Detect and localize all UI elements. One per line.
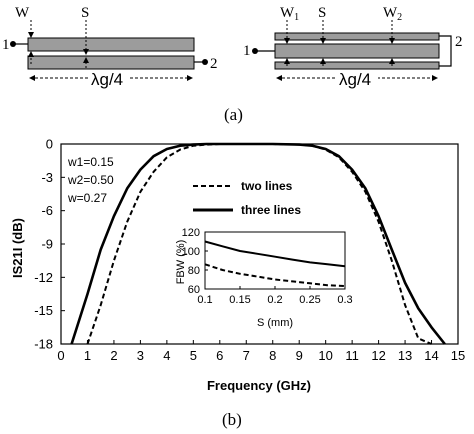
y-tick-label: -12	[34, 270, 53, 285]
x-tick-label: 4	[163, 348, 170, 363]
x-tick-label: 0.25	[299, 294, 320, 306]
main-chart: 0 1 2 3 4 5 6 7 8 9 10 11 12 13 14 150-3-6-9-12-15-18 I…	[10, 137, 465, 393]
diagram-two-lines: 1 2 W S λg/4	[2, 5, 218, 89]
inset-ticks: 0.1 0.15 0.2 0.25 0.3 60 80 100 120	[182, 227, 353, 306]
inset-background	[202, 231, 344, 289]
x-tick-label: 0.15	[229, 294, 250, 306]
x-tick-label: 2	[110, 348, 117, 363]
y-tick-label: 100	[182, 246, 200, 258]
y-tick-label: -6	[41, 203, 53, 218]
inset-series	[204, 240, 346, 288]
legend: two lines three lines	[193, 179, 301, 217]
left-port-2-label: 2	[210, 56, 218, 72]
caption-a: (a)	[224, 105, 243, 124]
param-w2: w2=0.50	[67, 173, 114, 187]
left-length-label: λg/4	[91, 70, 123, 89]
y-tick-label: -18	[34, 337, 53, 352]
series-line-three-lines	[204, 240, 346, 268]
series-line-two-lines	[204, 263, 346, 288]
left-strip-top	[27, 37, 195, 52]
x-tick-label: 12	[371, 348, 385, 363]
x-tick-label: 3	[137, 348, 144, 363]
y-tick-label: 80	[188, 265, 200, 277]
x-tick-label: 0.3	[337, 294, 352, 306]
main-ylabel: IS21I (dB)	[10, 218, 25, 278]
main-series	[70, 142, 446, 345]
left-strip-bottom	[27, 55, 195, 70]
right-port-1-dot	[252, 48, 258, 54]
x-tick-label: 5	[190, 348, 197, 363]
x-tick-label: 9	[296, 348, 303, 363]
series-line-three-lines	[70, 142, 446, 345]
y-tick-label: -9	[41, 237, 53, 252]
x-tick-label: 0	[57, 348, 64, 363]
x-tick-label: 0.2	[267, 294, 282, 306]
x-tick-label: 7	[243, 348, 250, 363]
right-port-1-label: 1	[243, 43, 251, 59]
right-w1-label: W1	[280, 5, 299, 23]
right-length-label: λg/4	[339, 70, 371, 89]
y-tick-label: -3	[41, 170, 53, 185]
y-tick-label: 60	[188, 284, 200, 296]
x-tick-label: 10	[318, 348, 332, 363]
param-w1: w1=0.15	[67, 155, 114, 169]
left-w-label: W	[15, 5, 30, 21]
x-tick-label: 8	[269, 348, 276, 363]
x-tick-label: 1	[84, 348, 91, 363]
right-strip-bottom	[274, 61, 440, 70]
x-tick-label: 11	[345, 348, 359, 363]
inset-xlabel: S (mm)	[257, 317, 293, 329]
left-port-1-dot	[10, 41, 16, 47]
x-tick-label: 14	[424, 348, 438, 363]
y-tick-label: -15	[34, 303, 53, 318]
caption-b: (b)	[222, 410, 242, 429]
right-w2-label: W2	[383, 5, 402, 23]
right-port-2-bracket	[439, 35, 452, 67]
x-tick-label: 0.1	[197, 294, 212, 306]
right-strip-middle	[274, 43, 440, 59]
right-s-label: S	[318, 5, 326, 21]
main-xlabel: Frequency (GHz)	[207, 378, 311, 393]
left-port-1-label: 1	[2, 37, 10, 53]
diagram-three-lines: 1 2 W1 S W2 λg/4	[243, 5, 463, 89]
right-port-2-label: 2	[455, 34, 463, 50]
param-w: w=0.27	[67, 191, 107, 205]
y-tick-label: 0	[46, 137, 53, 152]
left-s-label: S	[81, 5, 89, 21]
left-port-2-dot	[202, 59, 208, 65]
x-tick-label: 6	[216, 348, 223, 363]
inset-chart: 0.1 0.15 0.2 0.25 0.3 60 80 100 120 FBW (%) S (m…	[175, 227, 353, 329]
right-strip-top	[274, 32, 440, 41]
inset-ylabel: FBW (%)	[175, 240, 187, 285]
legend-label-three-lines: three lines	[241, 203, 301, 217]
legend-label-two-lines: two lines	[241, 179, 293, 193]
x-tick-label: 13	[398, 348, 412, 363]
main-ticks: 0 1 2 3 4 5 6 7 8 9 10 11 12 13 14 150-3-6-9-12-15-18	[34, 137, 465, 363]
x-tick-label: 15	[451, 348, 465, 363]
y-tick-label: 120	[182, 227, 200, 239]
